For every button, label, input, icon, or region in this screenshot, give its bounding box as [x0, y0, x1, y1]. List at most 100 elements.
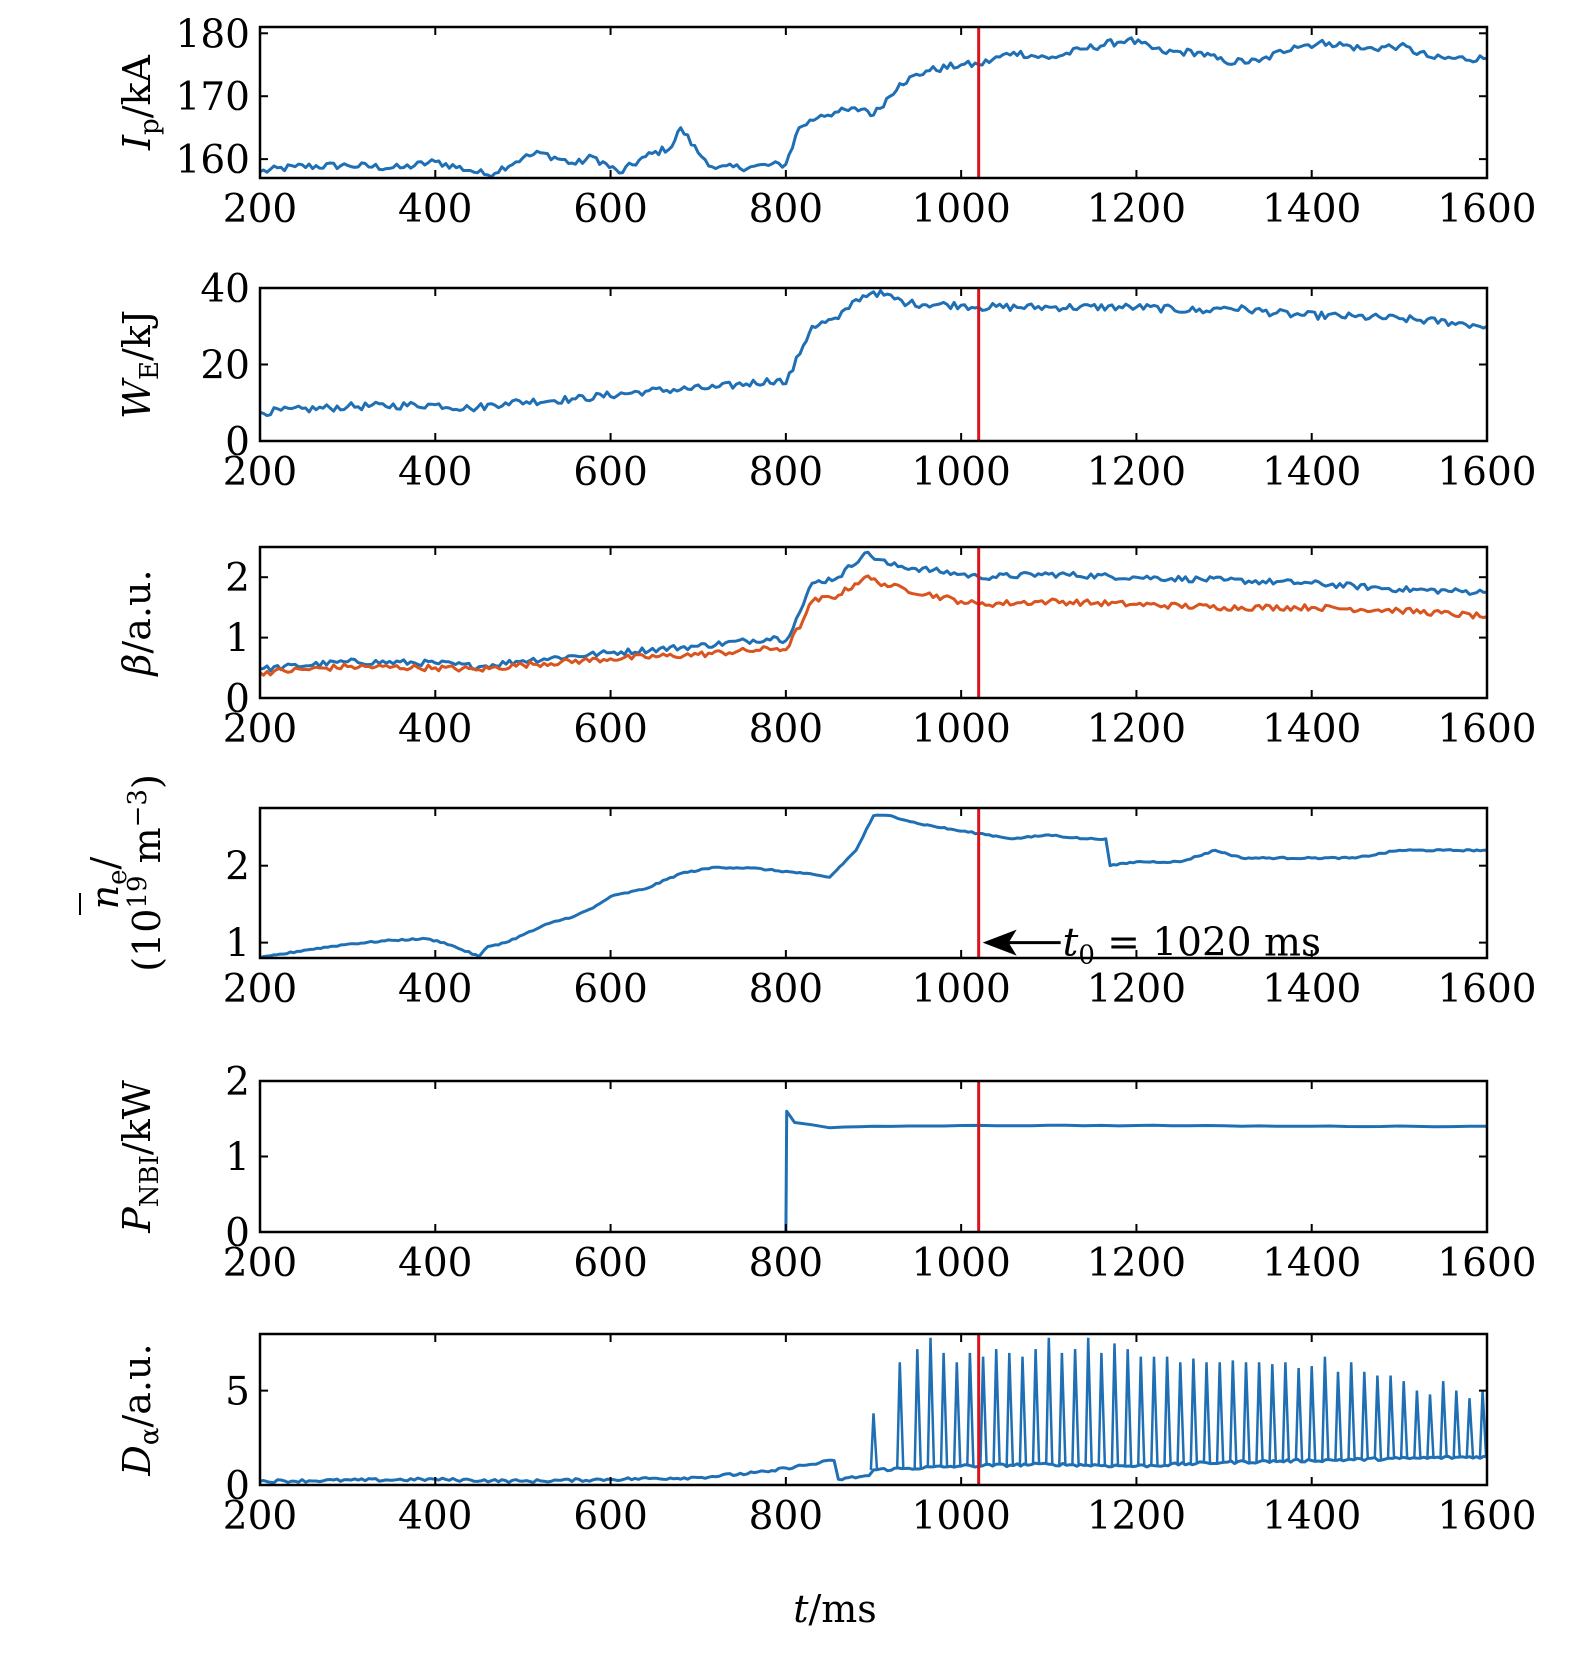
y-axis-symbol: I	[115, 134, 159, 151]
annotation-subscript: 0	[1078, 941, 1095, 971]
y-axis-symbol: P	[115, 1206, 159, 1234]
spike-12	[1044, 1337, 1054, 1465]
x-tick-label: 1000	[912, 1494, 1011, 1539]
x-tick-label: 400	[398, 450, 472, 495]
spike-7	[979, 1356, 988, 1466]
x-tick-label: 1200	[1087, 450, 1186, 495]
x-tick-label: 1400	[1262, 1241, 1361, 1286]
x-tick-label: 1200	[1087, 1494, 1186, 1539]
x-tick-label: 800	[749, 1494, 823, 1539]
x-tick-label: 800	[749, 707, 823, 752]
x-tick-label: 1200	[1087, 187, 1186, 232]
y-axis-unit: /kW	[115, 1080, 159, 1155]
y-tick-label: 1	[225, 922, 250, 967]
x-tick-label: 800	[749, 1241, 823, 1286]
annotation-symbol: t	[1063, 921, 1079, 966]
spike-21	[1163, 1356, 1172, 1465]
spike-30	[1281, 1362, 1291, 1462]
y-tick-label: 0	[225, 1464, 250, 1509]
x-tick-label: 1400	[1262, 450, 1361, 495]
y-axis-units-exp: 19	[123, 876, 153, 909]
y-tick-label: 160	[176, 138, 250, 183]
y-axis-subscript: NBI	[135, 1155, 165, 1207]
x-tick-label: 600	[573, 707, 647, 752]
x-tick-label: 1000	[912, 187, 1011, 232]
spike-26	[1228, 1360, 1238, 1463]
y-tick-label: 0	[225, 677, 250, 722]
x-tick-label: 600	[573, 1494, 647, 1539]
global-x-axis-unit: /ms	[808, 1587, 876, 1631]
plot-frame	[258, 25, 1489, 180]
spike-15	[1084, 1337, 1093, 1466]
spike-11	[1031, 1349, 1041, 1465]
panel-3: 200 400 600 800 1000 1200 1400 1600 0 1 2 β/a.u.	[115, 545, 1537, 752]
annotation-arrowhead-icon	[982, 929, 1017, 956]
y-axis-label-units: (1019 m−3)	[123, 774, 169, 972]
x-tick-label: 1000	[912, 707, 1011, 752]
spike-34	[1334, 1371, 1343, 1460]
panel-6: 200 400 600 800 1000 1200 1400 1600 0 5 Dα/a.u.	[115, 1332, 1537, 1539]
x-tick-label: 400	[398, 707, 472, 752]
spike-38	[1386, 1375, 1396, 1459]
x-tick-label: 1400	[1262, 1494, 1361, 1539]
x-tick-label: 600	[573, 187, 647, 232]
spike-45	[1478, 1390, 1487, 1457]
spike-0	[869, 1413, 879, 1470]
panels-group: 200 400 600 800 1000 1200 1400 1600160170180Ip/…	[79, 12, 1537, 1539]
plot-frame	[258, 1332, 1489, 1487]
y-tick-label: 170	[176, 75, 250, 120]
annotation-value: = 1020 ms	[1095, 921, 1321, 966]
x-tick-label: 1600	[1437, 707, 1536, 752]
spike-20	[1150, 1356, 1159, 1466]
x-tick-label: 200	[223, 707, 297, 752]
spike-41	[1426, 1394, 1435, 1458]
spike-31	[1294, 1367, 1304, 1461]
plot-frame	[258, 545, 1489, 700]
y-tick-label: 0	[225, 1211, 250, 1256]
x-tick-label: 200	[223, 1494, 297, 1539]
y-axis-subscript: e	[103, 869, 133, 884]
spike-23	[1189, 1358, 1199, 1464]
x-tick-label: 800	[749, 450, 823, 495]
y-axis-subscript: p	[135, 118, 165, 135]
x-tick-label: 1600	[1437, 187, 1536, 232]
spike-4	[939, 1352, 949, 1467]
x-tick-label: 200	[223, 1241, 297, 1286]
plot-frame	[258, 806, 1489, 960]
x-tick-label: 400	[398, 1241, 472, 1286]
series-line-beta-orange	[260, 574, 1487, 677]
x-tick-label: 600	[573, 1241, 647, 1286]
spike-33	[1320, 1356, 1330, 1461]
y-tick-label: 1	[225, 617, 250, 662]
spike-44	[1465, 1398, 1475, 1458]
y-axis-unit: /a.u.	[115, 1343, 159, 1427]
x-tick-label: 200	[223, 450, 297, 495]
x-tick-label: 1000	[912, 967, 1011, 1012]
y-axis-symbol: β	[115, 654, 159, 678]
spike-9	[1005, 1352, 1015, 1466]
x-tick-label: 800	[749, 187, 823, 232]
spike-32	[1307, 1366, 1317, 1461]
y-axis-unit: /kJ	[115, 310, 159, 361]
spike-17	[1110, 1343, 1120, 1466]
x-tick-label: 1200	[1087, 707, 1186, 752]
y-axis-label: ne/	[83, 856, 133, 909]
y-tick-label: 2	[225, 845, 250, 890]
y-axis-symbol: n	[83, 885, 127, 909]
spike-2	[913, 1349, 923, 1469]
x-tick-label: 200	[223, 187, 297, 232]
spike-6	[966, 1352, 975, 1466]
y-tick-label: 40	[200, 267, 250, 312]
y-axis-label: PNBI/kW	[115, 1080, 165, 1234]
x-tick-label: 1400	[1262, 187, 1361, 232]
spike-10	[1018, 1356, 1028, 1465]
spike-5	[952, 1362, 962, 1467]
spike-18	[1123, 1349, 1133, 1466]
x-tick-label: 1600	[1437, 450, 1536, 495]
y-tick-label: 2	[225, 1060, 250, 1105]
panel-1: 200 400 600 800 1000 1200 1400 1600160170180Ip/…	[115, 12, 1537, 232]
y-axis-label: Dα/a.u.	[115, 1343, 165, 1476]
x-tick-label: 1200	[1087, 967, 1186, 1012]
spike-39	[1399, 1381, 1409, 1459]
